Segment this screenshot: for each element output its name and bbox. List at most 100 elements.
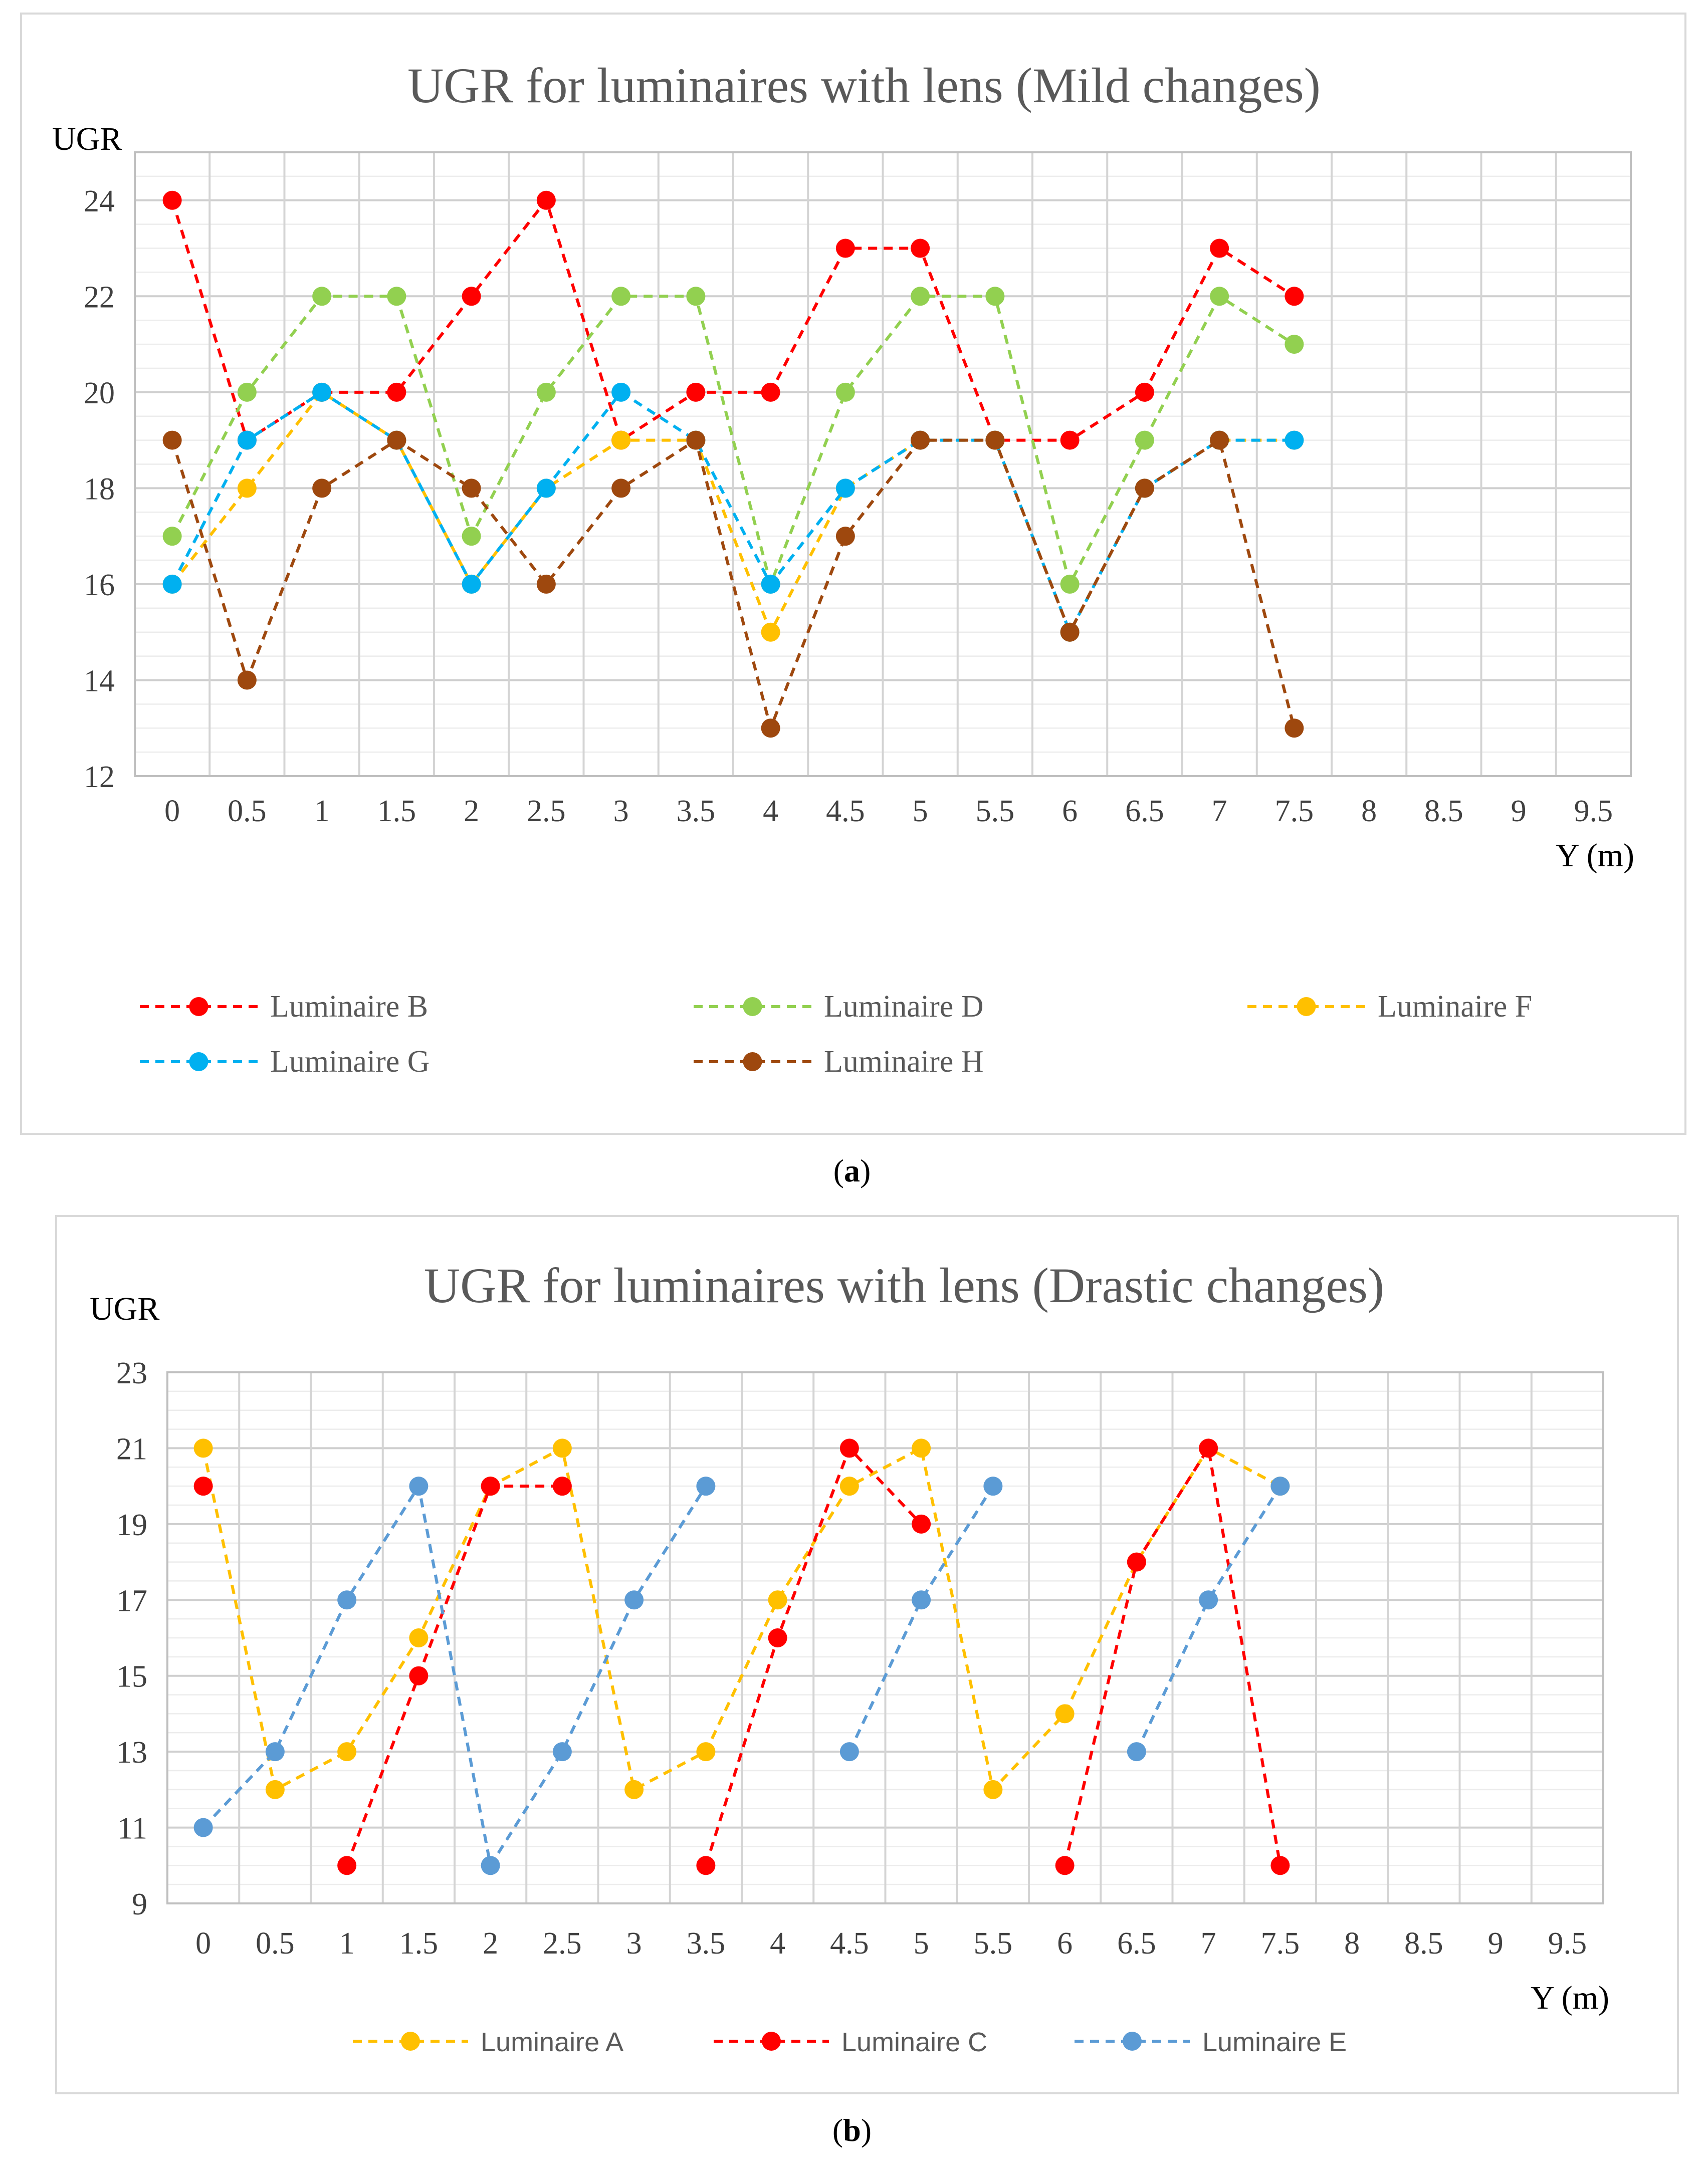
x-tick-label: 5 <box>914 1926 929 1961</box>
data-point-luminaire-d <box>462 527 481 546</box>
y-tick-label: 19 <box>116 1508 147 1542</box>
data-point-luminaire-c <box>1199 1438 1218 1458</box>
data-point-luminaire-f <box>761 622 780 642</box>
x-tick-label: 1.5 <box>377 794 416 828</box>
x-tick-label: 2 <box>483 1926 498 1961</box>
data-point-luminaire-b <box>1210 238 1229 258</box>
data-point-luminaire-g <box>835 478 855 498</box>
series-line-luminaire-b <box>170 197 1295 443</box>
y-tick-label: 23 <box>116 1356 147 1390</box>
data-point-luminaire-a <box>552 1438 572 1458</box>
data-point-luminaire-c <box>193 1477 213 1496</box>
legend-label: Luminaire G <box>270 1045 430 1079</box>
data-point-luminaire-d <box>237 382 257 402</box>
data-point-luminaire-c <box>1270 1856 1290 1875</box>
x-tick-label: 3 <box>626 1926 642 1961</box>
data-point-luminaire-f <box>611 430 631 450</box>
legend-swatch-marker <box>743 1052 762 1071</box>
data-point-luminaire-d <box>1285 335 1304 354</box>
x-tick-label: 2.5 <box>543 1926 582 1961</box>
data-point-luminaire-g <box>536 478 556 498</box>
x-tick-label: 9 <box>1488 1926 1504 1961</box>
x-axis-label: Y (m) <box>1531 1980 1609 2016</box>
x-tick-label: 7.5 <box>1261 1926 1300 1961</box>
x-tick-label: 4.5 <box>830 1926 869 1961</box>
x-axis-label: Y (m) <box>1556 837 1634 874</box>
x-tick-label: 5.5 <box>974 1926 1013 1961</box>
x-tick-label: 3.5 <box>677 794 716 828</box>
legend-item-luminaire-f: Luminaire F <box>1247 990 1532 1024</box>
data-point-luminaire-g <box>611 382 631 402</box>
data-point-luminaire-e <box>552 1742 572 1762</box>
data-point-luminaire-e <box>624 1590 644 1610</box>
data-point-luminaire-e <box>839 1742 859 1762</box>
chart-panel-a: UGR for luminaires with lens (Mild chang… <box>20 13 1686 1135</box>
data-point-luminaire-g <box>761 574 780 594</box>
x-tick-label: 6 <box>1062 794 1078 828</box>
x-tick-label: 0 <box>164 794 180 828</box>
data-point-luminaire-a <box>983 1780 1003 1799</box>
series-line-luminaire-a <box>201 1445 1281 1793</box>
data-point-luminaire-a <box>624 1780 644 1799</box>
data-point-luminaire-b <box>462 287 481 306</box>
x-tick-label: 7 <box>1212 794 1227 828</box>
x-tick-label: 0.5 <box>228 794 267 828</box>
data-point-luminaire-c <box>552 1477 572 1496</box>
data-point-luminaire-h <box>911 430 930 450</box>
data-point-luminaire-d <box>1135 430 1154 450</box>
grid <box>166 1371 1604 1904</box>
panel-label-a: (a) <box>833 1153 871 1188</box>
data-point-luminaire-c <box>1055 1856 1075 1875</box>
data-point-luminaire-g <box>312 382 332 402</box>
legend-label: Luminaire D <box>824 990 984 1024</box>
data-point-luminaire-h <box>536 574 556 594</box>
x-tick-label: 5.5 <box>976 794 1015 828</box>
x-tick-label: 1 <box>314 794 330 828</box>
data-point-luminaire-h <box>1135 478 1154 498</box>
data-point-luminaire-a <box>768 1590 787 1610</box>
data-point-luminaire-h <box>835 527 855 546</box>
data-point-luminaire-a <box>696 1742 716 1762</box>
x-tick-label: 2.5 <box>527 794 566 828</box>
data-point-luminaire-a <box>337 1742 357 1762</box>
x-tick-label: 0.5 <box>256 1926 295 1961</box>
legend-swatch-marker <box>762 2032 781 2051</box>
data-point-luminaire-d <box>835 382 855 402</box>
data-point-luminaire-c <box>768 1628 787 1647</box>
x-tick-label: 8 <box>1361 794 1377 828</box>
legend-item-luminaire-c: Luminaire C <box>714 2027 987 2057</box>
ugr-mild-chart: UGR for luminaires with lens (Mild chang… <box>52 58 1634 1079</box>
legend-swatch-marker <box>743 997 762 1016</box>
data-point-luminaire-h <box>1285 718 1304 738</box>
data-point-luminaire-g <box>237 430 257 450</box>
panel-label-b-letter: b <box>843 2112 861 2148</box>
ugr-drastic-chart: UGR for luminaires with lens (Drastic ch… <box>90 1258 1609 2057</box>
data-point-luminaire-a <box>839 1477 859 1496</box>
data-point-luminaire-e <box>696 1477 716 1496</box>
data-point-luminaire-g <box>162 574 182 594</box>
data-point-luminaire-b <box>1060 430 1080 450</box>
data-point-luminaire-c <box>409 1666 429 1685</box>
legend-item-luminaire-d: Luminaire D <box>694 990 984 1024</box>
x-tick-label: 6.5 <box>1117 1926 1156 1961</box>
data-point-luminaire-d <box>611 287 631 306</box>
data-point-luminaire-h <box>985 430 1005 450</box>
series-line-luminaire-c <box>1063 1444 1282 1866</box>
series-luminaire-h <box>162 430 1304 738</box>
y-tick-label: 12 <box>84 760 115 794</box>
data-point-luminaire-h <box>1060 622 1080 642</box>
series-line-luminaire-g <box>170 390 1295 636</box>
y-tick-label: 11 <box>117 1812 147 1846</box>
x-tick-label: 9.5 <box>1548 1926 1587 1961</box>
data-point-luminaire-e <box>481 1856 500 1875</box>
legend-swatch-marker <box>1297 997 1316 1016</box>
series-line-luminaire-h <box>170 437 1296 733</box>
data-point-luminaire-a <box>265 1780 285 1799</box>
data-point-luminaire-h <box>237 670 257 690</box>
x-tick-label: 8.5 <box>1424 794 1463 828</box>
series-line-luminaire-e <box>202 1482 707 1870</box>
data-point-luminaire-d <box>686 287 706 306</box>
data-point-luminaire-e <box>409 1477 429 1496</box>
data-point-luminaire-f <box>237 478 257 498</box>
series-luminaire-c <box>193 1438 1290 1875</box>
